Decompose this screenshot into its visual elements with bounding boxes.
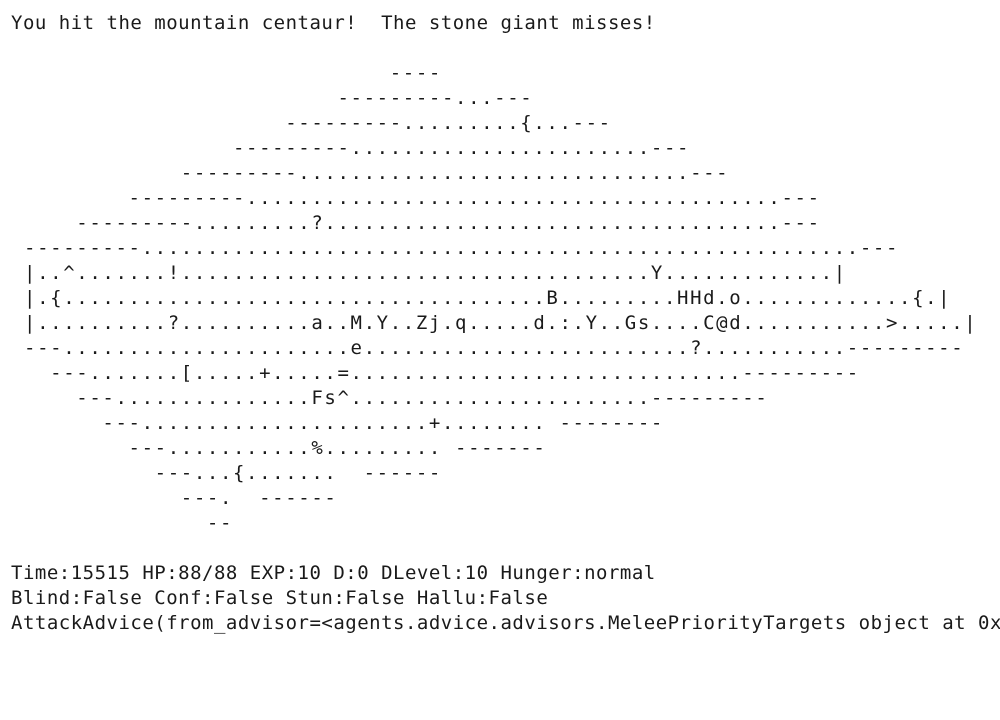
dungeon-map: ---- ---------...--- ---------.........{… [11,61,1000,536]
status-line-advice: AttackAdvice(from_advisor=<agents.advice… [11,612,1000,634]
map-row: ---...........%......... ------- [11,437,547,459]
map-row: ---- [11,62,442,84]
map-row: ---.......[.....+.....=.................… [11,362,860,384]
status-panel: Time:15515 HP:88/88 EXP:10 D:0 DLevel:10… [11,561,1000,636]
map-row: ---------.........{...--- [11,112,612,134]
map-row: ---------..............................-… [11,162,730,184]
message-line: You hit the mountain centaur! The stone … [11,12,656,34]
status-line-conditions: Blind:False Conf:False Stun:False Hallu:… [11,587,549,609]
map-row: ---. ------ [11,487,338,509]
map-row: ---------...............................… [11,187,821,209]
map-row: ---...............Fs^...................… [11,387,769,409]
map-row: |.{.....................................… [11,287,952,309]
map-row: |..^.......!............................… [11,262,847,284]
game-screen: You hit the mountain centaur! The stone … [11,11,1000,711]
map-row: ---------.......................--- [11,137,691,159]
map-row: ---------.........?.....................… [11,212,821,234]
map-row: |..........?..........a..M.Y..Zj.q.....d… [11,312,978,334]
map-row: ---......................+........ -----… [11,412,664,434]
map-row: ---------...............................… [11,237,900,259]
map-row: -- [11,512,234,534]
map-row: ---...{....... ------ [11,462,442,484]
map-row: ---......................e..............… [11,337,965,359]
map-row: ---------...--- [11,87,534,109]
status-line-stats: Time:15515 HP:88/88 EXP:10 D:0 DLevel:10… [11,562,656,584]
